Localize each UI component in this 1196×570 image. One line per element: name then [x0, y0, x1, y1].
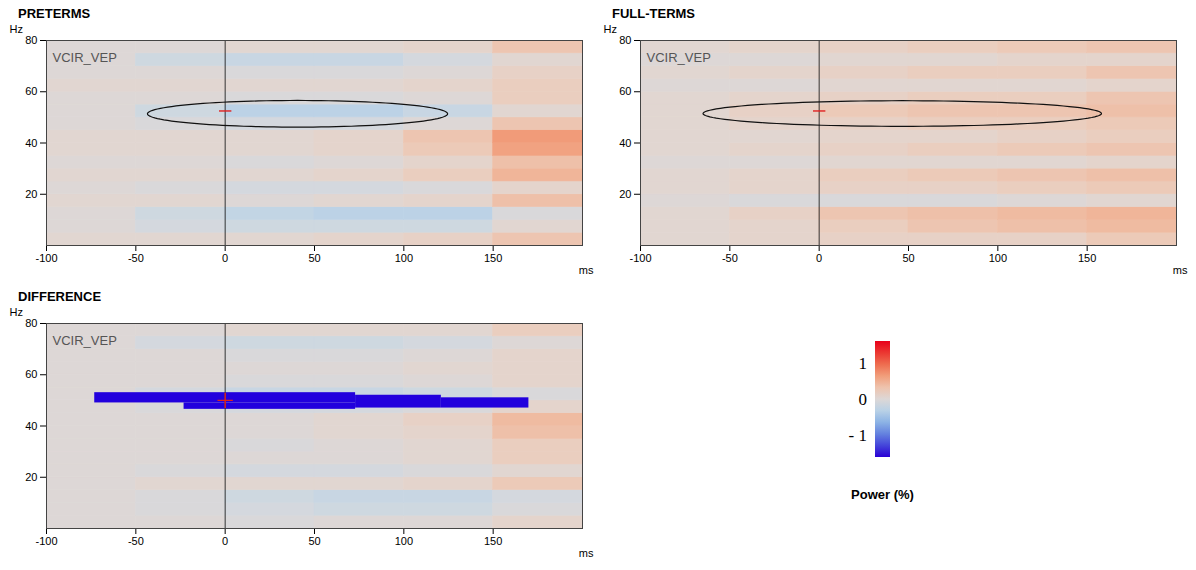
svg-text:1: 1 [859, 354, 868, 373]
html-text:FULL-TERMS: FULL-TERMS [612, 6, 695, 21]
svg-text:100: 100 [395, 535, 413, 547]
html-text:DIFFERENCE: DIFFERENCE [18, 289, 102, 304]
svg-text:100: 100 [395, 252, 413, 264]
svg-text:20: 20 [25, 471, 37, 483]
svg-text:40: 40 [25, 420, 37, 432]
svg-text:ms: ms [1173, 264, 1188, 276]
svg-text:0: 0 [816, 252, 822, 264]
svg-text:Hz: Hz [10, 23, 23, 35]
svg-text:VCIR_VEP: VCIR_VEP [647, 50, 711, 65]
svg-text:0: 0 [222, 535, 228, 547]
svg-text:Hz: Hz [10, 306, 23, 318]
svg-text:Hz: Hz [604, 23, 617, 35]
svg-text:-50: -50 [128, 535, 144, 547]
svg-text:-100: -100 [35, 535, 57, 547]
svg-text:80: 80 [25, 317, 37, 329]
svg-text:100: 100 [989, 252, 1007, 264]
svg-text:60: 60 [25, 368, 37, 380]
svg-text:ms: ms [579, 547, 594, 559]
svg-text:20: 20 [619, 188, 631, 200]
svg-text:60: 60 [619, 85, 631, 97]
svg-text:60: 60 [25, 85, 37, 97]
svg-text:20: 20 [25, 188, 37, 200]
svg-text:-100: -100 [629, 252, 651, 264]
svg-text:150: 150 [484, 535, 502, 547]
svg-text:50: 50 [308, 535, 320, 547]
svg-text:50: 50 [902, 252, 914, 264]
svg-text:40: 40 [619, 137, 631, 149]
svg-text:40: 40 [25, 137, 37, 149]
svg-text:- 1: - 1 [849, 426, 867, 445]
svg-text:ms: ms [579, 264, 594, 276]
svg-text:-50: -50 [722, 252, 738, 264]
svg-text:150: 150 [484, 252, 502, 264]
svg-text:80: 80 [619, 34, 631, 46]
svg-text:50: 50 [308, 252, 320, 264]
svg-text:0: 0 [859, 390, 868, 409]
svg-text:Power (%): Power (%) [851, 487, 914, 502]
svg-text:-50: -50 [128, 252, 144, 264]
svg-text:VCIR_VEP: VCIR_VEP [53, 50, 117, 65]
svg-text:150: 150 [1078, 252, 1096, 264]
svg-text:-100: -100 [35, 252, 57, 264]
svg-text:80: 80 [25, 34, 37, 46]
svg-text:VCIR_VEP: VCIR_VEP [53, 333, 117, 348]
html-text:PRETERMS: PRETERMS [18, 6, 91, 21]
svg-text:0: 0 [222, 252, 228, 264]
